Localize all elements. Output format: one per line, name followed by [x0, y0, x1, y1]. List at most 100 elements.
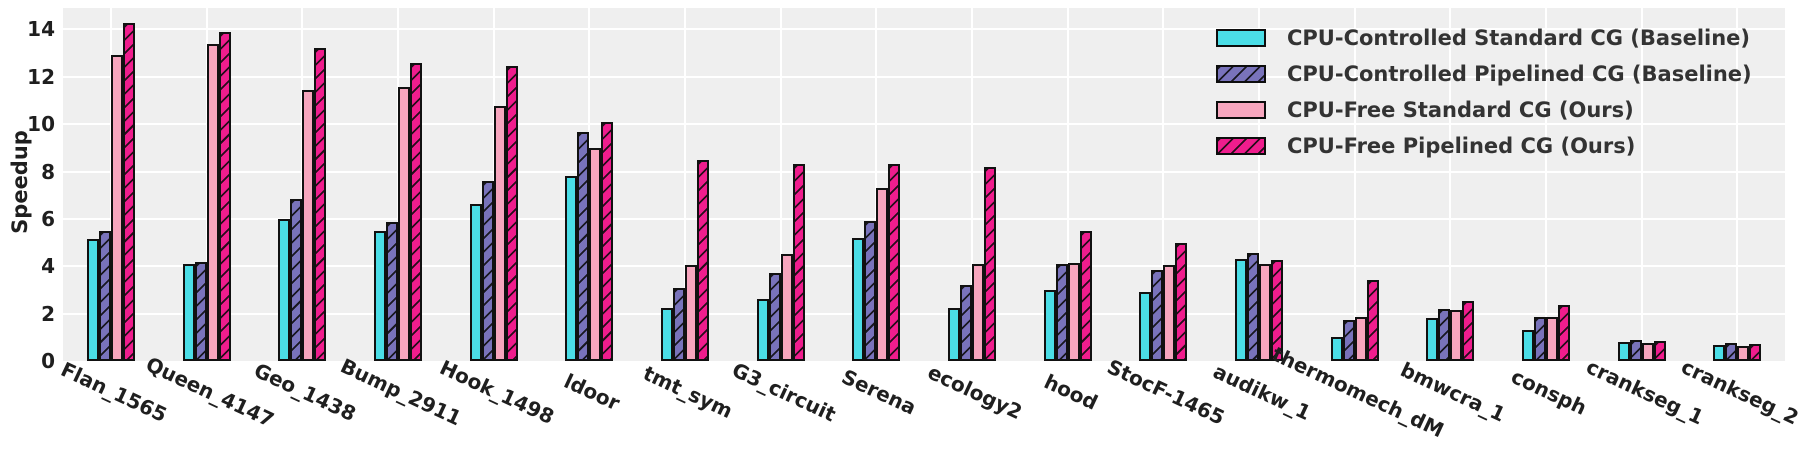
bar	[493, 106, 506, 361]
gridline-vertical	[779, 8, 782, 361]
x-tick-label: G3_circuit	[727, 357, 840, 427]
gridline-vertical	[683, 8, 686, 361]
legend-item: CPU-Controlled Pipelined CG (Baseline)	[1216, 61, 1752, 87]
bar	[1163, 265, 1176, 361]
y-tick-label: 0	[41, 349, 55, 373]
bar	[1629, 340, 1642, 361]
gridline-vertical	[1449, 8, 1452, 361]
bar	[684, 265, 697, 361]
bar	[589, 147, 602, 361]
bar	[290, 198, 303, 361]
gridline-horizontal	[63, 123, 1785, 126]
x-tick-label: ecology2	[923, 359, 1026, 425]
bar	[1438, 308, 1451, 361]
legend-item: CPU-Free Standard CG (Ours)	[1216, 97, 1752, 123]
bar	[888, 164, 901, 361]
x-tick-label: StocF-1465	[1103, 354, 1229, 430]
gridline-vertical	[1066, 8, 1069, 361]
bar	[409, 62, 422, 361]
y-tick-label: 4	[41, 254, 55, 279]
bar	[122, 23, 135, 361]
bar	[469, 203, 482, 361]
x-tick-label: hood	[1040, 369, 1101, 415]
bar	[1617, 342, 1630, 361]
bar	[1175, 242, 1188, 361]
bar	[1354, 316, 1367, 361]
y-tick-label: 14	[27, 17, 55, 42]
bar	[314, 48, 327, 361]
gridline-vertical	[1162, 8, 1165, 361]
bar	[971, 263, 984, 361]
bar	[876, 188, 889, 361]
y-tick-label: 2	[41, 301, 55, 326]
bar	[1557, 305, 1570, 361]
bar	[182, 263, 195, 361]
bar	[1043, 289, 1056, 361]
bar	[983, 166, 996, 361]
bar	[1749, 344, 1762, 361]
bar	[373, 230, 386, 361]
gridline-vertical	[1353, 8, 1356, 361]
bar	[1139, 292, 1152, 361]
bar	[768, 273, 781, 361]
gridline-horizontal	[63, 312, 1785, 315]
bar	[206, 43, 219, 361]
legend-swatch	[1216, 101, 1266, 119]
legend-item: CPU-Controlled Standard CG (Baseline)	[1216, 25, 1752, 51]
gridline-vertical	[1257, 8, 1260, 361]
gridline-horizontal	[63, 217, 1785, 220]
bar	[218, 31, 231, 361]
bar	[1366, 280, 1379, 361]
x-tick-label: consph	[1507, 364, 1591, 420]
bar	[1737, 346, 1750, 361]
bar	[1713, 344, 1726, 361]
bar	[660, 307, 673, 361]
y-tick-label: 8	[41, 159, 55, 184]
bar	[1725, 343, 1738, 361]
gridline-horizontal	[63, 75, 1785, 78]
bar	[1653, 340, 1666, 361]
gridline-vertical	[1640, 8, 1643, 361]
gridline-horizontal	[63, 265, 1785, 268]
bar	[1533, 317, 1546, 361]
bar	[1521, 330, 1534, 361]
bar	[1270, 260, 1283, 361]
bar	[601, 121, 614, 361]
gridline-vertical	[1736, 8, 1739, 361]
bar	[1067, 262, 1080, 361]
bar	[481, 180, 494, 361]
bar	[672, 287, 685, 361]
bar	[1462, 300, 1475, 361]
legend-label: CPU-Controlled Standard CG (Baseline)	[1287, 26, 1751, 50]
bar	[577, 132, 590, 361]
x-tick-label: Serena	[838, 364, 921, 420]
bar	[1079, 230, 1092, 361]
bar	[505, 66, 518, 361]
bar	[278, 218, 291, 361]
bar	[1258, 263, 1271, 361]
bar	[1641, 342, 1654, 361]
bar	[696, 159, 709, 361]
legend-swatch	[1216, 65, 1266, 83]
bar	[1450, 310, 1463, 361]
bar	[194, 261, 207, 361]
x-tick-label: ldoor	[560, 368, 624, 416]
legend-label: CPU-Free Pipelined CG (Ours)	[1287, 134, 1636, 158]
bar	[756, 299, 769, 361]
bar	[1330, 337, 1343, 361]
bar	[852, 237, 865, 361]
plot-area	[63, 8, 1785, 361]
legend: CPU-Controlled Standard CG (Baseline) CPU…	[1216, 25, 1752, 159]
bar	[565, 176, 578, 361]
bar	[1426, 318, 1439, 361]
gridline-horizontal	[63, 28, 1785, 31]
y-tick-label: 6	[41, 206, 55, 231]
gridline-vertical	[1544, 8, 1547, 361]
bar	[86, 239, 99, 361]
gridline-vertical	[875, 8, 878, 361]
bar	[864, 221, 877, 361]
legend-label: CPU-Free Standard CG (Ours)	[1287, 98, 1634, 122]
bar	[947, 307, 960, 361]
bar	[1246, 253, 1259, 361]
